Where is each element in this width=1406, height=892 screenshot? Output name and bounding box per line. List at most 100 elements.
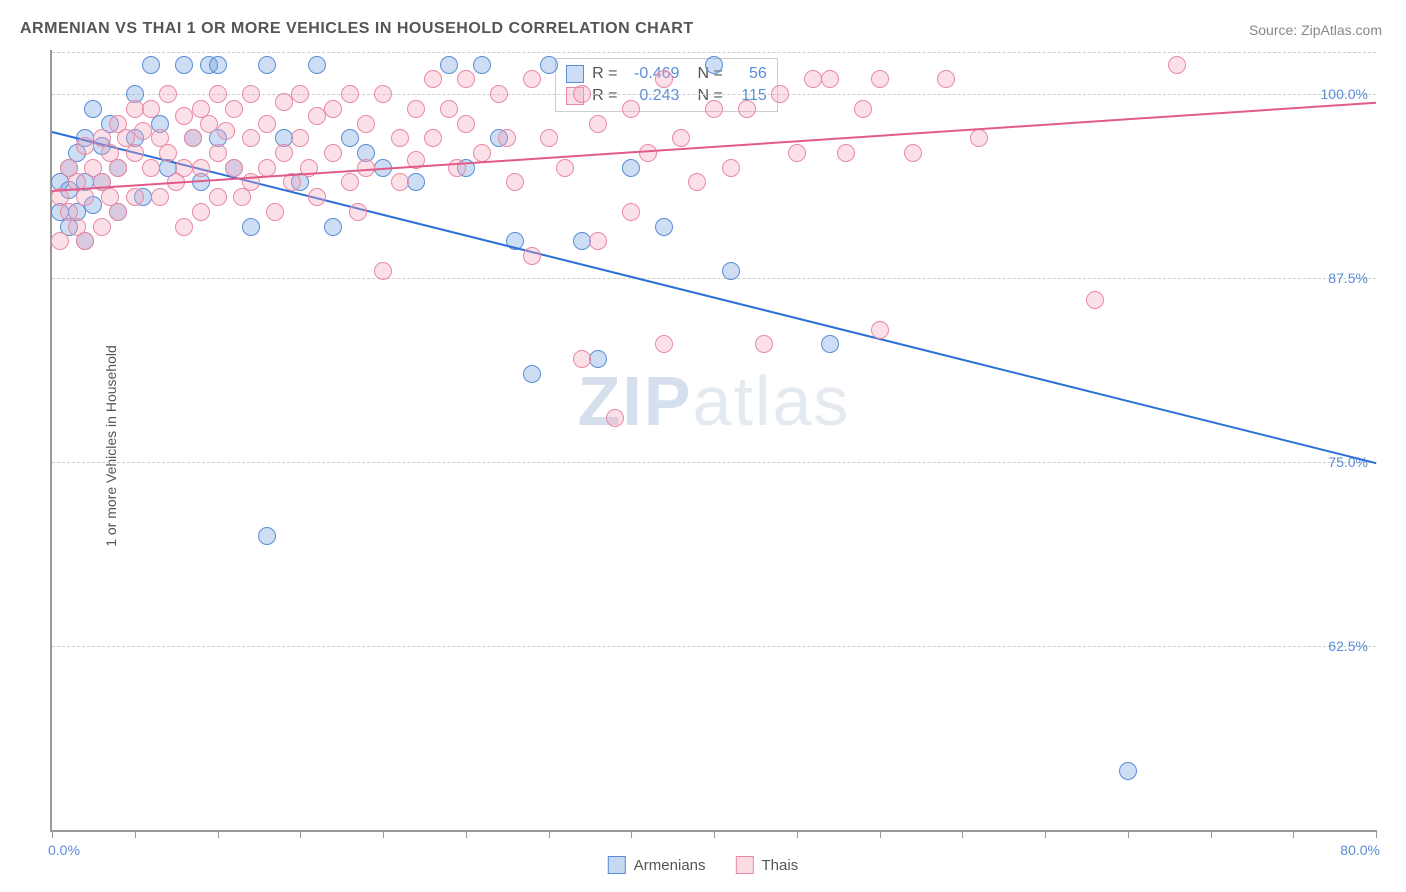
data-point (242, 129, 260, 147)
x-tick (631, 830, 632, 838)
legend-swatch (608, 856, 626, 874)
data-point (722, 262, 740, 280)
data-point (134, 122, 152, 140)
data-point (159, 144, 177, 162)
data-point (142, 100, 160, 118)
stats-n-value: 56 (731, 65, 767, 83)
data-point (705, 56, 723, 74)
x-axis-end-label: 80.0% (1340, 842, 1380, 858)
x-tick (466, 830, 467, 838)
data-point (175, 56, 193, 74)
data-point (175, 159, 193, 177)
data-point (391, 129, 409, 147)
data-point (771, 85, 789, 103)
data-point (200, 115, 218, 133)
data-point (225, 100, 243, 118)
data-point (523, 247, 541, 265)
legend-label: Armenians (634, 857, 706, 874)
x-tick (549, 830, 550, 838)
data-point (192, 203, 210, 221)
data-point (738, 100, 756, 118)
data-point (440, 56, 458, 74)
data-point (349, 203, 367, 221)
data-point (821, 335, 839, 353)
data-point (391, 173, 409, 191)
bottom-legend: Armenians Thais (608, 856, 798, 874)
data-point (490, 85, 508, 103)
x-tick (218, 830, 219, 838)
data-point (672, 129, 690, 147)
data-point (308, 107, 326, 125)
data-point (258, 527, 276, 545)
data-point (324, 218, 342, 236)
data-point (622, 159, 640, 177)
data-point (498, 129, 516, 147)
data-point (457, 115, 475, 133)
data-point (324, 100, 342, 118)
data-point (655, 218, 673, 236)
x-tick (383, 830, 384, 838)
data-point (51, 232, 69, 250)
chart-title: ARMENIAN VS THAI 1 OR MORE VEHICLES IN H… (20, 20, 694, 38)
data-point (258, 56, 276, 74)
gridline (52, 52, 1376, 53)
data-point (266, 203, 284, 221)
data-point (904, 144, 922, 162)
y-tick-label: 100.0% (1321, 86, 1368, 102)
stats-row: R =0.243N =115 (566, 85, 767, 107)
data-point (424, 70, 442, 88)
data-point (341, 85, 359, 103)
data-point (225, 159, 243, 177)
data-point (374, 85, 392, 103)
data-point (655, 70, 673, 88)
data-point (589, 232, 607, 250)
data-point (184, 129, 202, 147)
data-point (937, 70, 955, 88)
data-point (473, 56, 491, 74)
data-point (308, 56, 326, 74)
watermark: ZIPatlas (578, 361, 851, 441)
data-point (109, 203, 127, 221)
y-tick-label: 87.5% (1328, 270, 1368, 286)
data-point (217, 122, 235, 140)
data-point (93, 218, 111, 236)
data-point (275, 93, 293, 111)
data-point (175, 107, 193, 125)
gridline (52, 462, 1376, 463)
data-point (804, 70, 822, 88)
data-point (76, 188, 94, 206)
data-point (589, 350, 607, 368)
legend-item: Armenians (608, 856, 706, 874)
legend-swatch (736, 856, 754, 874)
data-point (606, 409, 624, 427)
data-point (622, 100, 640, 118)
x-axis-start-label: 0.0% (48, 842, 80, 858)
data-point (175, 218, 193, 236)
data-point (109, 159, 127, 177)
data-point (871, 70, 889, 88)
data-point (209, 85, 227, 103)
data-point (341, 129, 359, 147)
data-point (821, 70, 839, 88)
gridline (52, 278, 1376, 279)
data-point (76, 232, 94, 250)
data-point (407, 173, 425, 191)
data-point (1119, 762, 1137, 780)
data-point (126, 188, 144, 206)
data-point (871, 321, 889, 339)
x-tick (135, 830, 136, 838)
data-point (291, 85, 309, 103)
data-point (755, 335, 773, 353)
data-point (192, 159, 210, 177)
legend-item: Thais (736, 856, 799, 874)
source-label: Source: ZipAtlas.com (1249, 22, 1382, 38)
data-point (573, 232, 591, 250)
x-tick (1293, 830, 1294, 838)
x-tick (300, 830, 301, 838)
data-point (341, 173, 359, 191)
data-point (970, 129, 988, 147)
data-point (126, 100, 144, 118)
data-point (837, 144, 855, 162)
data-point (374, 262, 392, 280)
legend-label: Thais (762, 857, 799, 874)
